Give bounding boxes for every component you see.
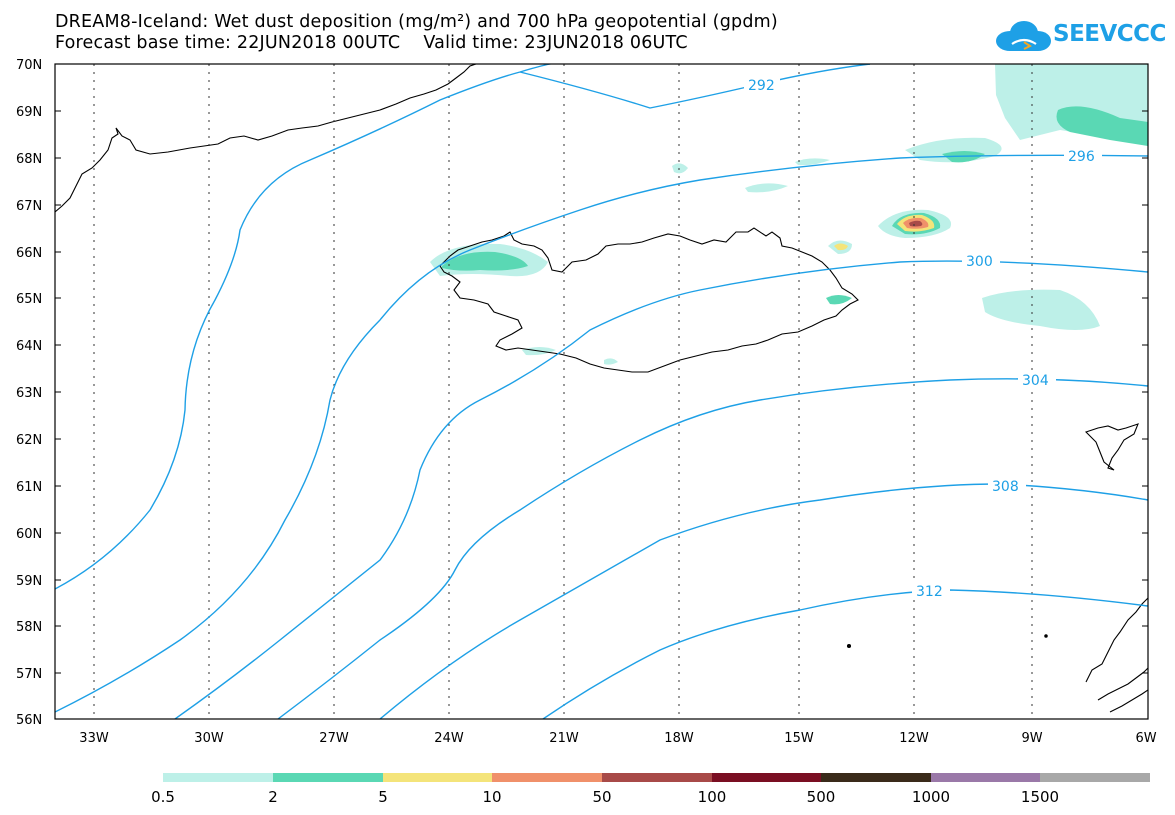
seevccc-logo bbox=[996, 21, 1051, 51]
lon-label-18w: 18W bbox=[664, 731, 694, 746]
lon-label-6w: 6W bbox=[1135, 731, 1156, 746]
map-subtitle-times: Forecast base time: 22JUN2018 00UTC Vali… bbox=[55, 33, 688, 53]
faroe-islands-coast bbox=[1084, 423, 1139, 471]
meridian-gridlines bbox=[93, 64, 1033, 719]
lat-label-65n: 65N bbox=[16, 292, 42, 307]
map-frame bbox=[54, 63, 1149, 720]
dust-area-south-small bbox=[604, 358, 618, 365]
scotland-coast bbox=[1085, 597, 1148, 713]
lat-label-67n: 67N bbox=[16, 199, 42, 214]
lat-label-66n: 66N bbox=[16, 246, 42, 261]
iceland-coast bbox=[439, 227, 859, 373]
contour-line-7 bbox=[550, 64, 870, 65]
dust-area-67n-b bbox=[795, 158, 830, 166]
dust-deposition-layer bbox=[430, 64, 1148, 365]
dust-area-68n-small bbox=[672, 163, 688, 174]
lon-label-33w: 33W bbox=[79, 731, 109, 746]
legend-swatch-8 bbox=[931, 773, 1040, 782]
contour-label-296: 296 bbox=[1068, 149, 1095, 165]
small-island-2 bbox=[1044, 634, 1048, 638]
logo-text: SEEVCCC bbox=[1053, 21, 1166, 47]
lat-label-61n: 61N bbox=[16, 480, 42, 495]
dust-spot-66n-core bbox=[834, 243, 848, 251]
lat-label-56n: 56N bbox=[16, 713, 42, 728]
lat-label-57n: 57N bbox=[16, 667, 42, 682]
legend-label-2: 2 bbox=[268, 788, 278, 806]
lon-label-30w: 30W bbox=[194, 731, 224, 746]
legend-swatch-5 bbox=[602, 773, 712, 782]
dust-area-67n bbox=[745, 183, 788, 193]
dust-area-iceland-e bbox=[826, 295, 852, 305]
legend-swatch-4 bbox=[492, 773, 602, 782]
contour-line-292 bbox=[519, 64, 871, 109]
contour-line-3 bbox=[174, 260, 1148, 719]
legend-colorbar bbox=[163, 773, 1150, 782]
dust-area-westfjords-core bbox=[442, 251, 528, 271]
contour-labels: 292 296 300 304 308 312 bbox=[744, 76, 1102, 600]
lat-label-63n: 63N bbox=[16, 386, 42, 401]
legend-swatch-3 bbox=[383, 773, 492, 782]
legend-swatch-2 bbox=[273, 773, 383, 782]
lat-label-64n: 64N bbox=[16, 339, 42, 354]
lat-label-68n: 68N bbox=[16, 152, 42, 167]
map-title: DREAM8-Iceland: Wet dust deposition (mg/… bbox=[55, 12, 778, 32]
contour-label-312: 312 bbox=[916, 584, 943, 600]
geopotential-contours bbox=[55, 64, 1148, 719]
dust-area-65n-east bbox=[982, 289, 1100, 330]
legend-swatch-6 bbox=[712, 773, 821, 782]
coastline-layer bbox=[55, 64, 1148, 713]
contour-label-300: 300 bbox=[966, 254, 993, 270]
greenland-coast bbox=[55, 64, 477, 213]
legend-label-1500: 1500 bbox=[1021, 788, 1059, 806]
legend-swatch-1 bbox=[163, 773, 273, 782]
dust-area-ne-core bbox=[1056, 106, 1148, 146]
lon-label-12w: 12W bbox=[899, 731, 929, 746]
cloud-icon bbox=[996, 21, 1051, 51]
contour-line-6 bbox=[542, 589, 1148, 719]
contour-label-292: 292 bbox=[748, 78, 775, 94]
contour-line-4 bbox=[277, 378, 1148, 719]
dust-hotspot-peak bbox=[909, 220, 923, 227]
legend-labels: 0.5 2 5 10 50 100 500 1000 1500 bbox=[151, 788, 1059, 806]
lon-label-21w: 21W bbox=[549, 731, 579, 746]
legend-swatch-7 bbox=[821, 773, 931, 782]
lat-label-58n: 58N bbox=[16, 620, 42, 635]
contour-line-1 bbox=[55, 64, 551, 590]
lon-label-27w: 27W bbox=[319, 731, 349, 746]
lon-label-9w: 9W bbox=[1021, 731, 1042, 746]
contour-label-308: 308 bbox=[992, 479, 1019, 495]
lat-label-60n: 60N bbox=[16, 527, 42, 542]
lat-label-70n: 70N bbox=[16, 58, 42, 73]
lon-label-15w: 15W bbox=[784, 731, 814, 746]
small-island bbox=[846, 643, 852, 649]
legend-label-50: 50 bbox=[592, 788, 611, 806]
legend-label-1000: 1000 bbox=[912, 788, 950, 806]
lat-label-69n: 69N bbox=[16, 105, 42, 120]
lat-label-59n: 59N bbox=[16, 574, 42, 589]
contour-label-304: 304 bbox=[1022, 373, 1049, 389]
latitude-ticks bbox=[55, 63, 1148, 720]
legend-label-500: 500 bbox=[807, 788, 836, 806]
latitude-labels: 70N 69N 68N 67N 66N 65N 64N 63N 62N 61N … bbox=[16, 58, 42, 728]
legend-swatch-9 bbox=[1040, 773, 1150, 782]
legend-label-100: 100 bbox=[698, 788, 727, 806]
legend-label-5: 5 bbox=[378, 788, 388, 806]
legend-label-10: 10 bbox=[482, 788, 501, 806]
contour-line-5 bbox=[379, 483, 1148, 719]
legend-label-0.5: 0.5 bbox=[151, 788, 175, 806]
lat-label-62n: 62N bbox=[16, 433, 42, 448]
longitude-labels: 33W 30W 27W 24W 21W 18W 15W 12W 9W 6W bbox=[79, 731, 1156, 746]
contour-line-2 bbox=[55, 154, 1148, 713]
lon-label-24w: 24W bbox=[434, 731, 464, 746]
